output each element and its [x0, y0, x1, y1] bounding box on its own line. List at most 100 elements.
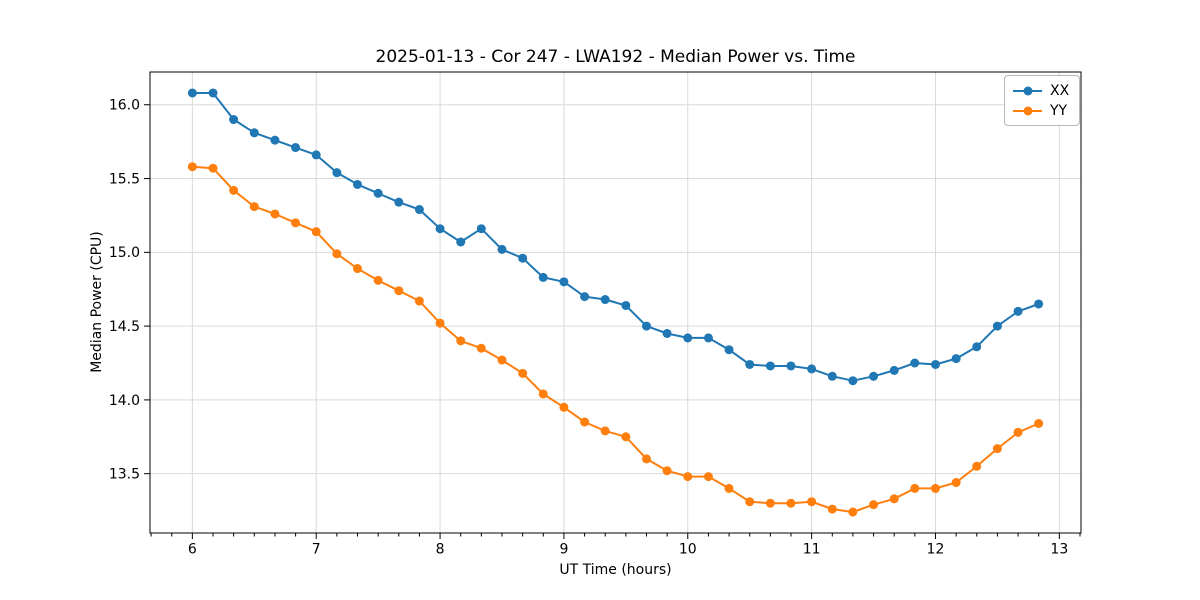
series-xx-marker — [249, 128, 259, 138]
series-yy-marker — [1013, 427, 1023, 437]
series-xx-marker — [187, 88, 197, 98]
x-tick-label: 13 — [1050, 542, 1068, 558]
series-yy-marker — [765, 498, 775, 508]
series-xx-marker — [414, 205, 424, 215]
series-yy-marker — [291, 218, 301, 228]
series-xx-marker — [394, 197, 404, 207]
series-xx-marker — [332, 168, 342, 178]
legend-line-marker-xx-icon — [1013, 85, 1042, 96]
x-tick-label: 12 — [927, 542, 945, 558]
series-yy-marker — [373, 275, 383, 285]
series-xx-marker — [889, 365, 899, 375]
y-tick-label: 14.5 — [109, 319, 140, 335]
series-yy-marker — [951, 478, 961, 488]
series-xx-marker — [559, 277, 569, 287]
series-yy-marker — [621, 432, 631, 442]
series-yy-marker — [889, 494, 899, 504]
series-yy-marker — [930, 483, 940, 493]
series-xx-line — [192, 92, 1039, 382]
series-xx-marker — [373, 188, 383, 198]
x-tick-label: 7 — [312, 542, 321, 558]
series-yy-marker — [703, 472, 713, 482]
series-xx-marker — [291, 143, 301, 153]
series-yy-marker — [724, 483, 734, 493]
legend-line-marker-yy-icon — [1013, 105, 1042, 116]
series-xx-marker — [580, 292, 590, 302]
series-xx-marker — [229, 115, 239, 125]
series-yy-marker — [580, 417, 590, 427]
series-yy-marker — [270, 209, 280, 219]
series-yy-line — [192, 165, 1039, 513]
series-yy-marker — [869, 500, 879, 510]
y-tick-label: 16.0 — [109, 98, 140, 114]
chart-title: 2025-01-13 - Cor 247 - LWA192 - Median P… — [375, 47, 856, 67]
series-yy-marker — [910, 483, 920, 493]
series-yy-marker — [559, 402, 569, 412]
series-xx-marker — [745, 359, 755, 369]
series-yy-marker — [827, 504, 837, 514]
series-yy-marker — [992, 444, 1002, 454]
series-xx-marker — [352, 179, 362, 189]
series-xx-marker — [456, 237, 466, 247]
series-yy-marker — [600, 426, 610, 436]
series-yy-marker — [662, 466, 672, 476]
series-yy-marker — [249, 202, 259, 212]
series-yy-marker — [435, 318, 445, 328]
series-xx-marker — [992, 321, 1002, 331]
series-xx-marker — [621, 300, 631, 310]
x-axis-label: UT Time (hours) — [559, 562, 672, 578]
legend-item-xx: XX — [1013, 81, 1069, 100]
series-yy-marker — [456, 336, 466, 346]
series-yy-marker — [972, 461, 982, 471]
series-yy-marker — [414, 296, 424, 306]
series-yy-marker — [311, 227, 321, 237]
series-xx-marker — [786, 361, 796, 371]
series-yy-marker — [332, 249, 342, 259]
legend: XX YY — [1004, 75, 1081, 126]
series-xx-marker — [311, 150, 321, 160]
series-yy-marker — [1034, 419, 1044, 429]
series-yy-marker — [538, 389, 548, 399]
series-yy-marker — [683, 472, 693, 482]
series-xx-marker — [703, 333, 713, 343]
series-yy-marker — [229, 185, 239, 195]
legend-label-yy: YY — [1050, 102, 1068, 119]
x-tick-label: 8 — [436, 542, 445, 558]
series-xx-marker — [910, 358, 920, 368]
x-tick-label: 10 — [679, 542, 697, 558]
y-tick-label: 15.5 — [109, 171, 140, 187]
plot-border — [149, 71, 1082, 534]
y-tick-label: 14.0 — [109, 393, 140, 409]
series-xx-marker — [600, 295, 610, 305]
series-xx-marker — [642, 321, 652, 331]
series-xx-marker — [765, 361, 775, 371]
y-axis-label: Median Power (CPU) — [89, 231, 105, 373]
x-tick-label: 6 — [188, 542, 197, 558]
series-xx-marker — [208, 88, 218, 98]
series-yy-marker — [208, 163, 218, 173]
series-xx-marker — [538, 272, 548, 282]
series-xx-marker — [683, 333, 693, 343]
series-xx-marker — [869, 371, 879, 381]
series-yy-marker — [807, 497, 817, 507]
legend-label-xx: XX — [1050, 82, 1070, 99]
series-xx-marker — [972, 342, 982, 352]
series-yy-marker — [642, 454, 652, 464]
series-xx-marker — [1034, 299, 1044, 309]
series-xx-marker — [1013, 306, 1023, 316]
series-xx-marker — [518, 253, 528, 263]
x-tick-label: 11 — [803, 542, 821, 558]
legend-item-yy: YY — [1013, 101, 1069, 120]
y-tick-label: 15.0 — [109, 245, 140, 261]
series-xx-marker — [497, 244, 507, 254]
series-yy-marker — [497, 355, 507, 365]
series-yy-marker — [394, 286, 404, 296]
series-xx-marker — [848, 376, 858, 386]
series-yy-marker — [476, 343, 486, 353]
series-xx-marker — [827, 371, 837, 381]
series-yy-marker — [518, 368, 528, 378]
series-xx-marker — [807, 364, 817, 374]
series-xx-marker — [476, 224, 486, 234]
